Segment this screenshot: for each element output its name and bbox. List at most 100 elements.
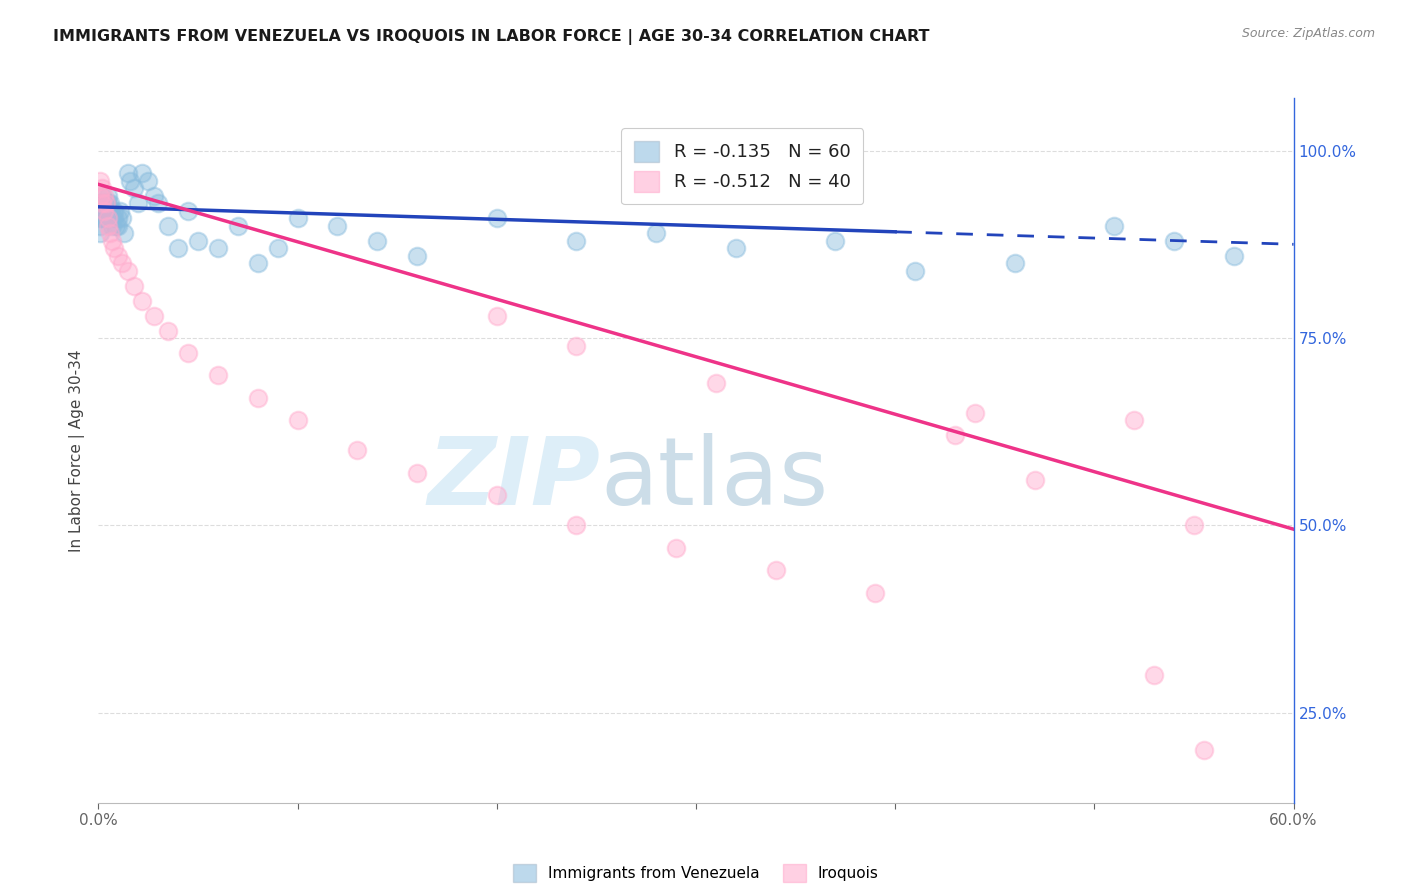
Point (93, 203, 115, 218)
Point (267, 241, 290, 255)
Point (824, 234, 846, 248)
Point (1143, 668, 1166, 682)
Text: IMMIGRANTS FROM VENEZUELA VS IROQUOIS IN LABOR FORCE | AGE 30-34 CORRELATION CHA: IMMIGRANTS FROM VENEZUELA VS IROQUOIS IN… (53, 29, 929, 45)
Point (124, 278, 146, 293)
Point (485, 211, 508, 225)
Point (131, 293, 153, 308)
Point (97, 196, 120, 211)
Point (287, 413, 309, 427)
Point (187, 234, 209, 248)
Point (943, 428, 966, 442)
Point (96, 203, 118, 218)
Point (565, 518, 588, 533)
Point (136, 173, 159, 187)
Point (93, 188, 115, 202)
Point (865, 586, 887, 600)
Point (904, 263, 927, 277)
Point (93, 203, 115, 218)
Point (724, 241, 747, 255)
Point (131, 166, 153, 180)
Point (97, 188, 120, 202)
Point (704, 376, 727, 390)
Text: atlas: atlas (600, 433, 828, 524)
Point (485, 488, 508, 502)
Point (117, 263, 139, 277)
Point (1223, 248, 1246, 262)
Point (1182, 518, 1205, 533)
Point (89, 196, 111, 211)
Point (148, 196, 170, 211)
Point (406, 248, 429, 262)
Point (103, 211, 125, 225)
Point (96, 211, 118, 225)
Point (665, 541, 688, 555)
Point (89, 226, 111, 240)
Point (103, 241, 125, 255)
Point (107, 248, 129, 262)
Point (177, 203, 200, 218)
Point (765, 563, 787, 577)
Point (406, 466, 429, 480)
Point (246, 256, 269, 270)
Point (112, 226, 135, 240)
Point (89, 188, 111, 202)
Point (89, 211, 111, 225)
Point (226, 219, 249, 233)
Point (1123, 413, 1146, 427)
Point (91, 203, 114, 218)
Point (1024, 474, 1046, 488)
Point (326, 219, 349, 233)
Y-axis label: In Labor Force | Age 30-34: In Labor Force | Age 30-34 (69, 349, 86, 552)
Point (101, 219, 124, 233)
Point (91, 196, 114, 211)
Point (366, 234, 388, 248)
Point (127, 196, 149, 211)
Point (143, 309, 166, 323)
Legend: Immigrants from Venezuela, Iroquois: Immigrants from Venezuela, Iroquois (508, 858, 884, 888)
Point (97, 211, 120, 225)
Point (89, 203, 111, 218)
Point (346, 443, 368, 458)
Text: ZIP: ZIP (427, 433, 600, 524)
Point (103, 203, 125, 218)
Point (565, 234, 588, 248)
Point (96, 196, 118, 211)
Point (1192, 743, 1215, 757)
Point (287, 211, 309, 225)
Point (177, 346, 200, 360)
Point (117, 166, 139, 180)
Text: Source: ZipAtlas.com: Source: ZipAtlas.com (1241, 27, 1375, 40)
Point (120, 173, 142, 187)
Point (91, 181, 114, 195)
Point (91, 211, 114, 225)
Point (485, 309, 508, 323)
Point (101, 211, 124, 225)
Point (93, 211, 115, 225)
Point (963, 406, 986, 420)
Point (157, 324, 180, 338)
Point (1104, 219, 1126, 233)
Point (565, 338, 588, 352)
Point (143, 188, 166, 202)
Point (91, 188, 114, 202)
Point (111, 211, 134, 225)
Point (97, 219, 120, 233)
Point (111, 256, 134, 270)
Point (93, 196, 115, 211)
Point (107, 211, 129, 225)
Point (1004, 256, 1026, 270)
Point (98, 226, 122, 240)
Point (89, 173, 111, 187)
Point (107, 219, 129, 233)
Point (246, 391, 269, 405)
Point (105, 219, 128, 233)
Point (98, 203, 122, 218)
Point (97, 203, 120, 218)
Point (91, 196, 114, 211)
Point (645, 226, 668, 240)
Point (98, 196, 122, 211)
Point (157, 219, 180, 233)
Point (124, 181, 146, 195)
Point (110, 203, 132, 218)
Point (89, 219, 111, 233)
